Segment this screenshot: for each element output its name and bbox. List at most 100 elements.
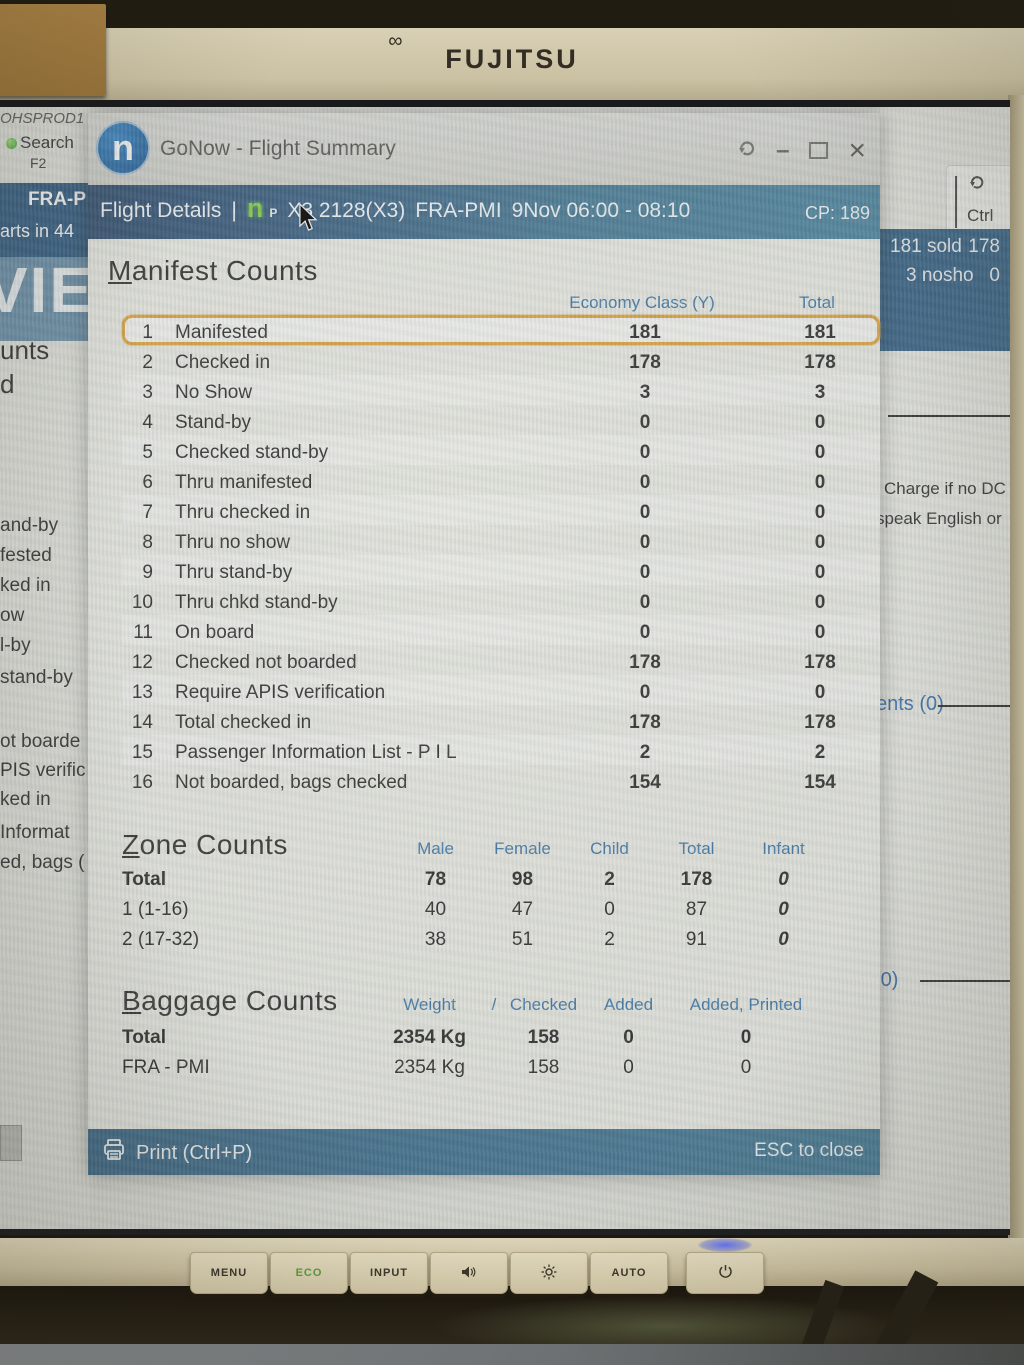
total-column-header: Total <box>799 293 835 312</box>
refresh-icon[interactable] <box>738 139 756 162</box>
manifest-row[interactable]: 8 Thru no show 0 0 <box>142 532 826 553</box>
monitor-button-eco: ECO <box>270 1252 348 1294</box>
manifest-row[interactable]: 5 Checked stand-by 0 0 <box>122 435 880 465</box>
manifest-row[interactable]: 2 Checked in 178 178 <box>142 352 836 373</box>
window-content: Manifest Counts Economy Class (Y) Total … <box>88 239 880 1129</box>
flight-number: X3 2128(X3) <box>287 199 406 222</box>
gonow-app-logo: n <box>96 121 150 175</box>
fujitsu-logo: ∞ FUJITSU <box>388 30 579 74</box>
zone-counts-title: Zone Counts <box>122 829 288 860</box>
list-item-fragment: PIS verific <box>0 760 86 781</box>
manifest-row[interactable]: 14 Total checked in 178 178 <box>131 712 836 733</box>
route-banner: FRA-P arts in 44 <box>0 183 90 257</box>
zone-header: Female <box>494 839 551 858</box>
power-icon <box>718 1264 733 1282</box>
manifest-row[interactable]: 16 Not boarded, bags checked 154 154 <box>131 772 836 793</box>
baggage-header: Added, Printed <box>689 995 803 1014</box>
baggage-header: Weight <box>403 995 456 1014</box>
list-item-fragment: ked in <box>0 789 51 810</box>
manifest-row[interactable]: 7 Thru checked in 0 0 <box>122 495 880 525</box>
manifest-row[interactable]: 3 No Show 3 3 <box>122 375 880 405</box>
monitor-screen: OHSPROD1 Search F2 FRA-P arts in 44 VIE … <box>0 100 1010 1235</box>
brightness-icon <box>541 1264 557 1283</box>
infinity-accent: ∞ <box>388 30 406 52</box>
flight-datetime: 9Nov 06:00 - 08:10 <box>511 199 691 222</box>
manifest-rows: 1 Manifested 181 181 2 Checked in 178 178 3 No Sh… <box>122 315 880 795</box>
flight-details-header: Flight Details | n P X3 2128(X3) FRA-PMI… <box>88 185 880 239</box>
printer-icon <box>102 1138 126 1168</box>
carrier-logo-sub: P <box>269 206 278 220</box>
zone-header: Infant <box>762 839 805 858</box>
list-item-fragment: ow <box>0 605 25 626</box>
flight-details-label: Flight Details <box>100 199 222 222</box>
power-led <box>698 1238 752 1252</box>
monitor-button-speaker <box>430 1252 508 1294</box>
manifest-row[interactable]: 4 Stand-by 0 0 <box>142 412 826 433</box>
background-window-left: OHSPROD1 Search F2 FRA-P arts in 44 VIE … <box>0 107 90 1229</box>
search-button[interactable]: Search <box>20 133 74 152</box>
baggage-column-headers: Weight / Checked Added Added, Printed <box>372 995 821 1015</box>
monitor-button-power <box>686 1252 764 1294</box>
baggage-row: FRA - PMI 2354 Kg 158 0 0 <box>122 1057 752 1078</box>
baggage-row: Total 2354 Kg 158 0 0 <box>122 1027 752 1048</box>
mouse-cursor <box>297 202 319 238</box>
ctrl-label: Ctrl <box>967 206 994 225</box>
monitor-button-auto: AUTO <box>590 1252 668 1294</box>
divider <box>938 705 1010 707</box>
gonow-flight-summary-window: n GoNow - Flight Summary – × Flight Deta… <box>88 113 880 1175</box>
floor-strip <box>0 1344 1024 1365</box>
note-line: speak English or <box>876 509 1002 528</box>
economy-column-header: Economy Class (Y) <box>569 293 715 312</box>
destination-code: VIE <box>0 257 90 326</box>
manifest-row[interactable]: 1 Manifested 181 181 <box>122 315 880 345</box>
manifest-row[interactable]: 9 Thru stand-by 0 0 <box>122 555 880 585</box>
section-title-fragment: d <box>0 369 15 399</box>
baggage-header: / <box>491 995 497 1014</box>
manifest-row[interactable]: 6 Thru manifested 0 0 <box>142 472 826 493</box>
header-separator: | <box>231 199 237 222</box>
status-dot-icon <box>6 138 17 149</box>
zone-header: Male <box>417 839 454 858</box>
zone-header: Total <box>678 839 715 858</box>
noshow-label: 3 nosho <box>906 265 974 286</box>
speaker-icon <box>461 1265 477 1282</box>
zone-header: Child <box>590 839 629 858</box>
capacity-label: CP: 189 <box>804 203 870 223</box>
ctrl-hint-box: Ctrl <box>946 165 1010 241</box>
departs-fragment: arts in 44 <box>0 221 75 241</box>
note-line: Charge if no DC <box>884 479 1006 498</box>
window-titlebar[interactable]: n GoNow - Flight Summary – × <box>88 113 880 185</box>
baggage-counts-title: Baggage Counts <box>122 985 338 1016</box>
list-item-fragment: Informat <box>0 822 70 843</box>
count-fragment: (0) <box>874 969 899 991</box>
manifest-row[interactable]: 11 On board 0 0 <box>122 615 880 645</box>
documents-fragment: ents (0) <box>876 693 944 715</box>
zone-row: Total 78 98 2 178 0 <box>122 869 789 890</box>
monitor-bezel-top <box>0 28 1024 100</box>
manifest-row[interactable]: 13 Require APIS verification 0 0 <box>122 675 880 705</box>
window-footer: Print (Ctrl+P) ESC to close <box>88 1129 880 1175</box>
zone-column-headers: Male Female Child Total Infant <box>392 839 827 859</box>
manifest-row[interactable]: 12 Checked not boarded 178 178 <box>131 652 836 673</box>
minimize-button[interactable]: – <box>776 136 790 164</box>
route-fragment: FRA-P <box>27 189 86 210</box>
manifest-row[interactable]: 10 Thru chkd stand-by 0 0 <box>131 592 826 613</box>
print-button[interactable]: Print (Ctrl+P) <box>102 1138 252 1168</box>
environment-label: OHSPROD1 <box>0 110 85 127</box>
close-button[interactable]: × <box>848 133 866 167</box>
refresh-icon <box>969 174 985 195</box>
monitor-button-input: INPUT <box>350 1252 428 1294</box>
divider <box>955 176 957 228</box>
monitor-button-menu: MENU <box>190 1252 268 1294</box>
baggage-rows: Total 2354 Kg 158 0 0 FRA - PMI 2354 Kg 158 0 0 <box>88 1023 880 1083</box>
background-button-fragment[interactable] <box>0 1125 22 1161</box>
maximize-button[interactable] <box>809 142 829 159</box>
list-item-fragment: ot boarde <box>0 731 81 752</box>
sold-value: 178 <box>968 236 1000 257</box>
list-item-fragment: ked in <box>0 575 51 596</box>
destination-code-block: VIE <box>0 257 90 341</box>
zone-row: 2 (17-32) 38 51 2 91 0 <box>122 929 789 950</box>
sold-summary-panel: 181 sold 178 3 nosho 0 <box>880 229 1010 351</box>
